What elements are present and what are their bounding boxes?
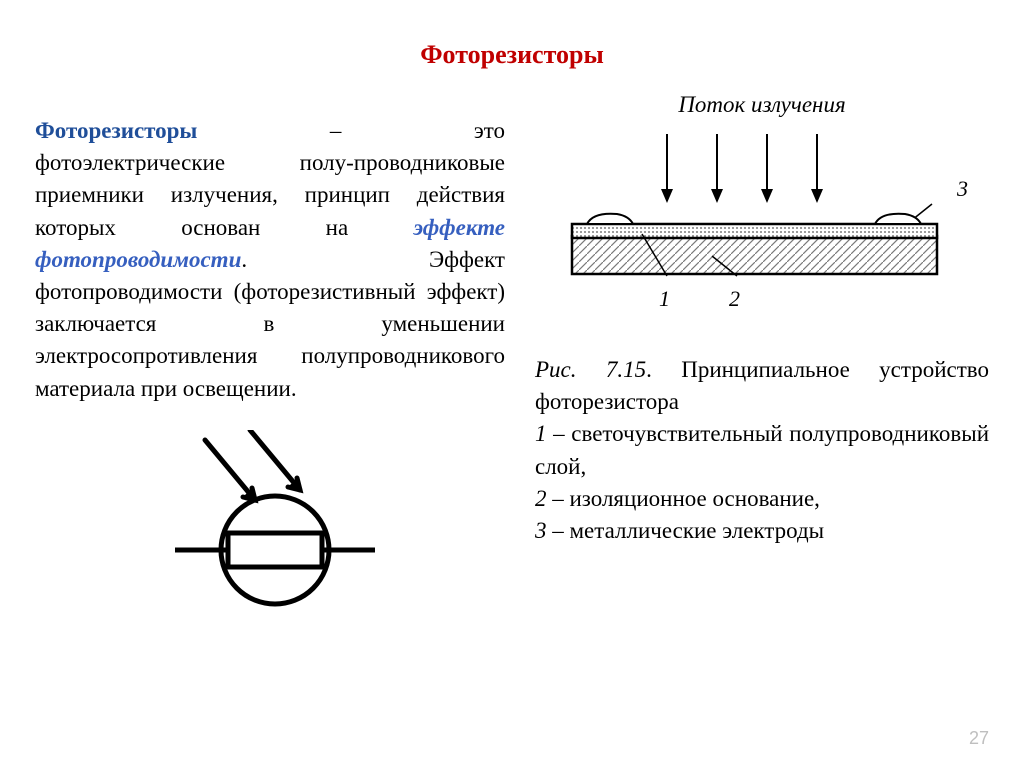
right-column: Поток излучения (535, 92, 989, 610)
left-column: Фоторезисторы – это фотоэлектрические по… (35, 92, 505, 610)
legend-2-text: – изоляционное основание, (547, 486, 820, 511)
legend-1-num: 1 (535, 421, 547, 446)
legend-3-text: – металлические электроды (547, 518, 825, 543)
device-diagram-icon: 3 1 2 (547, 126, 977, 336)
legend-2-num: 2 (535, 486, 547, 511)
definition-paragraph: Фоторезисторы – это фотоэлектрические по… (35, 115, 505, 405)
diagram-label-2: 2 (729, 286, 740, 311)
fig-ref: Рис. 7.15 (535, 357, 646, 382)
legend-1-text: – светочувствительный полупроводниковый … (535, 421, 989, 478)
diagram-label-1: 1 (659, 286, 670, 311)
page-number: 27 (969, 728, 989, 749)
dash: – (330, 118, 342, 143)
figure-caption: Рис. 7.15. Принципиальное устройство фот… (535, 354, 989, 547)
legend-3-num: 3 (535, 518, 547, 543)
term-photoresistors: Фоторезисторы (35, 118, 197, 143)
diagram-label-3: 3 (956, 176, 968, 201)
radiation-flux-label: Поток излучения (535, 92, 989, 118)
photoresistor-symbol-icon (165, 430, 385, 610)
page-title: Фоторезисторы (35, 40, 989, 70)
